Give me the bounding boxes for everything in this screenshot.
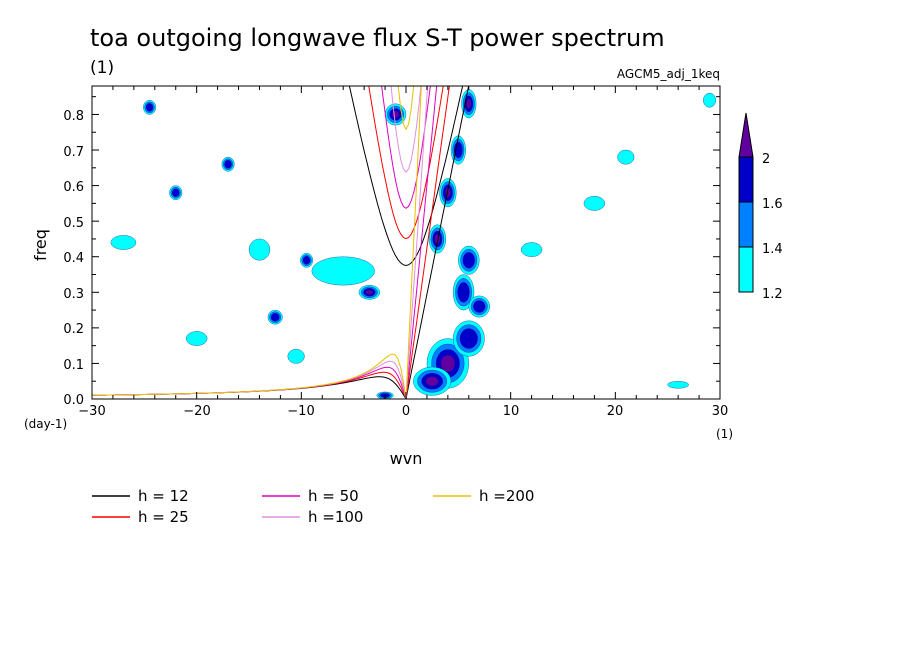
x-tick-label: 20 [607, 404, 624, 419]
chart-subtitle: (1) [90, 58, 114, 78]
legend: h = 12 h = 25 h = 50 h =100 h =200 [92, 487, 534, 526]
y-tick-label: 0.1 [63, 358, 84, 373]
chart-title: toa outgoing longwave flux S-T power spe… [90, 24, 665, 52]
legend-label-h50: h = 50 [308, 487, 359, 505]
power-contour [520, 242, 543, 257]
y-tick-label: 0.0 [63, 393, 84, 408]
power-contour [186, 331, 208, 346]
x-tick-label: 0 [402, 404, 410, 419]
power-contour [583, 196, 606, 211]
x-unit-label: (1) [716, 427, 733, 441]
x-tick-labels: −30 −20 −10 0 10 20 30 [78, 404, 728, 419]
rossby-curve [92, 353, 407, 399]
power-contour [457, 282, 470, 303]
y-tick-label: 0.2 [63, 322, 84, 337]
colorbar-segment [738, 156, 754, 203]
x-tick-label: 30 [712, 404, 729, 419]
legend-label-h200: h =200 [479, 487, 534, 505]
power-contour [425, 376, 439, 387]
power-contour [145, 103, 154, 112]
power-contours [110, 89, 716, 399]
colorbar-top-arrow [738, 112, 754, 158]
y-axis-title: freq [31, 229, 50, 261]
power-contour [703, 92, 716, 108]
power-contour [172, 188, 180, 197]
y-tick-labels: 0.0 0.1 0.2 0.3 0.4 0.5 0.6 0.7 0.8 [63, 109, 84, 408]
gravity-curve [381, 86, 431, 209]
power-contour [473, 300, 486, 313]
kelvin-curve [405, 86, 470, 399]
y-tick-label: 0.7 [63, 145, 84, 160]
legend-label-h12: h = 12 [138, 487, 189, 505]
power-contour [365, 289, 374, 295]
colorbar-label: 1.4 [762, 242, 783, 257]
run-label: AGCM5_adj_1keq [617, 67, 720, 81]
legend-label-h25: h = 25 [138, 508, 189, 526]
power-contour [287, 349, 305, 364]
y-tick-label: 0.3 [63, 287, 84, 302]
power-contour [667, 381, 689, 389]
power-contour [248, 238, 271, 261]
power-contour [617, 149, 635, 165]
power-contour [270, 313, 280, 322]
axis-ticks [91, 86, 721, 400]
x-tick-label: −30 [78, 404, 105, 419]
y-unit-label: (day-1) [24, 417, 67, 431]
legend-label-h100: h =100 [308, 508, 363, 526]
y-tick-label: 0.6 [63, 180, 84, 195]
colorbar-label: 1.6 [762, 197, 783, 212]
power-contour [466, 98, 472, 109]
x-axis-title: wvn [390, 449, 423, 468]
power-contour [302, 256, 311, 265]
power-contour [110, 235, 137, 250]
colorbar: 2 1.6 1.4 1.2 [738, 112, 783, 302]
gravity-curve [368, 86, 444, 240]
colorbar-label: 1.2 [762, 287, 783, 302]
x-tick-label: 10 [503, 404, 520, 419]
power-contour [391, 110, 400, 119]
gravity-curve [348, 86, 464, 266]
y-tick-label: 0.8 [63, 109, 84, 124]
colorbar-segment [738, 201, 754, 248]
power-contour [462, 252, 475, 269]
x-tick-label: −10 [287, 404, 314, 419]
power-contour [440, 354, 456, 373]
power-contour [224, 160, 232, 169]
y-tick-label: 0.5 [63, 216, 84, 231]
colorbar-segment [738, 246, 754, 293]
power-contour [311, 256, 375, 286]
power-contour [459, 328, 478, 349]
plot-area [92, 86, 720, 399]
dispersion-curves [92, 86, 470, 399]
x-tick-label: −20 [183, 404, 210, 419]
y-tick-label: 0.4 [63, 251, 84, 266]
gravity-curve [397, 86, 415, 131]
gravity-curve [390, 86, 422, 173]
colorbar-label: 2 [762, 152, 770, 167]
